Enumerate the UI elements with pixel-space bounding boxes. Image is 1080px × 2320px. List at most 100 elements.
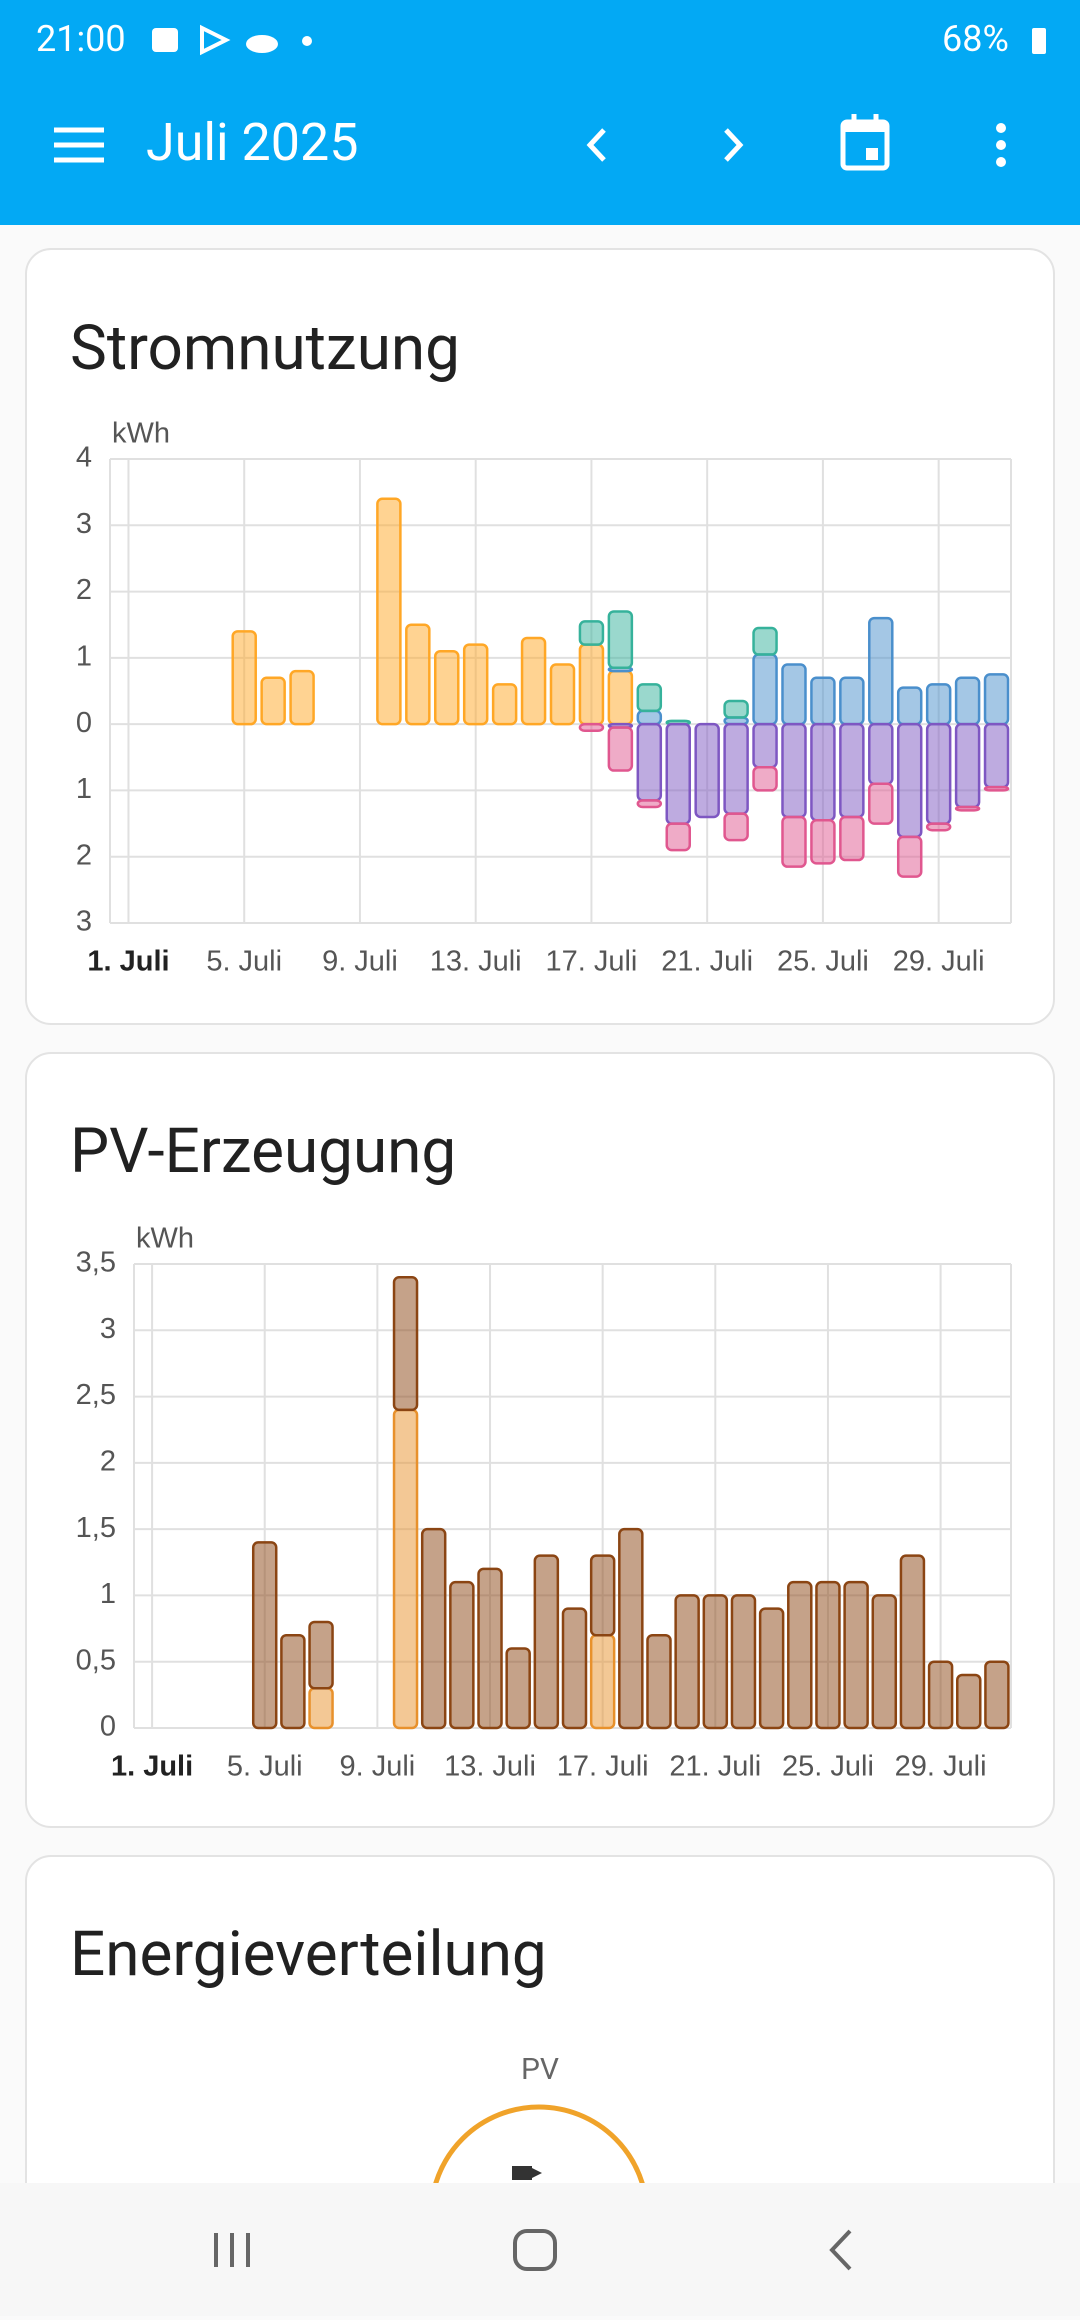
bar-segment [723, 812, 749, 842]
y-tick-label: 0,5 [76, 1644, 116, 1676]
bar-segment [868, 782, 894, 825]
bar-segment [752, 765, 778, 792]
y-axis-unit: kWh [136, 1223, 194, 1255]
bar-segment [392, 1408, 419, 1730]
app-bar-icons [54, 24, 1046, 171]
bar-segment [868, 616, 894, 726]
card-title: PV-Erzeugung [70, 1115, 457, 1188]
status-time: 21:00 [36, 18, 126, 60]
y-tick-label: 3,5 [76, 1247, 116, 1279]
bar-segment [665, 722, 691, 825]
calendar-button[interactable] [840, 114, 890, 171]
x-tick-label: 17. Juli [545, 946, 637, 978]
bar-segment [983, 673, 1010, 726]
bar-segment [477, 1567, 503, 1730]
bar-segment [871, 1594, 898, 1730]
bar-segment [308, 1686, 334, 1730]
energy-node [431, 2104, 647, 2190]
more-button[interactable] [996, 123, 1006, 167]
bar-segment [752, 626, 778, 656]
nav-bar [0, 2183, 1080, 2316]
bar-segment [646, 1633, 672, 1730]
bar-segment [758, 1607, 785, 1730]
bar-segment [694, 722, 720, 819]
bar-segment [260, 676, 286, 726]
next-button[interactable] [724, 128, 744, 162]
bar-segment [925, 822, 952, 832]
charts: 3 2 1 0 1 2 3 4 kWh 1. Juli 5. Juli 9. Juli 13. Juli… [76, 418, 1012, 1783]
x-tick-label: 5. Juli [206, 946, 282, 978]
y-tick-label: 1,5 [76, 1512, 116, 1544]
status-icons [152, 24, 1046, 56]
bar-segment [376, 497, 402, 726]
bar-segment [636, 709, 663, 726]
x-tick-label: 5. Juli [227, 1751, 303, 1783]
bar-segment [434, 649, 460, 726]
x-tick-label: 9. Juli [322, 946, 398, 978]
bar-segment [607, 726, 634, 772]
bar-segment [810, 819, 836, 865]
bar-segment [589, 1633, 616, 1730]
bar-segment [289, 669, 315, 726]
bar-segment [578, 722, 605, 733]
x-tick-label: 17. Juli [557, 1751, 649, 1783]
bar-segment [449, 1580, 475, 1730]
bar-segment [839, 676, 865, 726]
home-button[interactable] [513, 2229, 557, 2271]
bar-segment [723, 699, 749, 719]
bar-segment [810, 676, 836, 726]
nav-icons [214, 2229, 852, 2271]
bar-segment [231, 630, 257, 726]
x-tick-label: 21. Juli [661, 946, 753, 978]
hamburger-menu[interactable] [54, 127, 104, 163]
app-title: Juli 2025 [146, 112, 359, 173]
bar-segment [983, 722, 1010, 789]
bar-segment [781, 815, 807, 868]
bar-segment [405, 623, 431, 726]
bar-segment [899, 1554, 926, 1730]
x-tick-label: 1. Juli [87, 946, 169, 978]
bar-segment [954, 676, 981, 726]
bar-segment [723, 722, 749, 815]
bar-segment [815, 1580, 841, 1730]
y-tick-label: 4 [76, 442, 92, 474]
back-button[interactable] [829, 2229, 852, 2271]
bar-segment [983, 785, 1010, 792]
bar-segment [925, 683, 952, 726]
bar-segment [896, 722, 923, 839]
bar-segment [810, 722, 836, 822]
bar-segment [636, 722, 663, 802]
y-tick-label: 3 [76, 906, 92, 938]
bar-segment [896, 686, 923, 726]
recent-apps-button[interactable] [214, 2233, 250, 2267]
bar-segment [954, 805, 981, 812]
x-tick-label: 9. Juli [339, 1751, 415, 1783]
x-tick-label: 25. Juli [782, 1751, 874, 1783]
bar-segment [607, 610, 634, 670]
bar-segment [607, 669, 634, 726]
y-tick-label: 2,5 [76, 1379, 116, 1411]
bar-segment [251, 1541, 278, 1730]
y-tick-label: 2 [76, 839, 92, 871]
card-title: Energieverteilung [70, 1918, 547, 1991]
prev-button[interactable] [586, 128, 606, 162]
bar-segment [420, 1527, 447, 1730]
bar-segment [589, 1554, 616, 1637]
bar-segment [839, 722, 865, 819]
bar-segment [491, 683, 518, 726]
y-tick-label: 3 [100, 1313, 116, 1345]
bar-segment [925, 722, 952, 825]
x-tick-label: 29. Juli [893, 946, 985, 978]
bar-segment [896, 835, 923, 878]
bar-segment [308, 1620, 334, 1690]
y-tick-label: 0 [76, 707, 92, 739]
y-tick-label: 3 [76, 508, 92, 540]
bar-segment [636, 799, 663, 809]
card-title: Stromnutzung [70, 312, 460, 385]
bar-segment [505, 1647, 531, 1730]
x-tick-label: 1. Juli [111, 1751, 193, 1783]
bar-segment [280, 1633, 306, 1730]
bar-segment [868, 722, 894, 786]
bar-segment [730, 1594, 757, 1730]
